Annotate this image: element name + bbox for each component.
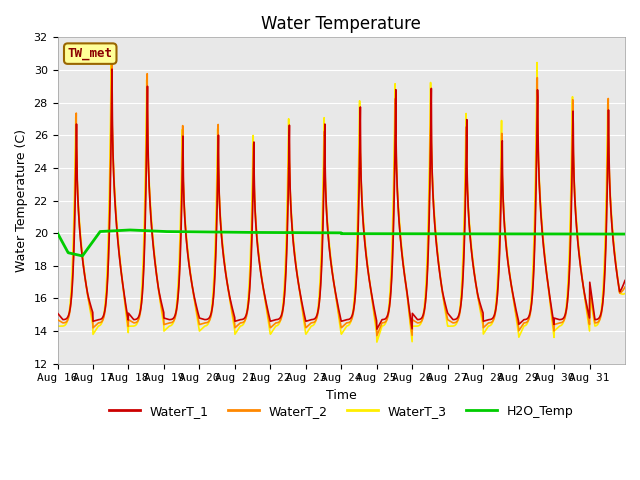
Legend: WaterT_1, WaterT_2, WaterT_3, H2O_Temp: WaterT_1, WaterT_2, WaterT_3, H2O_Temp [104,400,579,423]
Title: Water Temperature: Water Temperature [261,15,421,33]
X-axis label: Time: Time [326,389,356,402]
Y-axis label: Water Temperature (C): Water Temperature (C) [15,129,28,272]
Text: TW_met: TW_met [68,47,113,60]
